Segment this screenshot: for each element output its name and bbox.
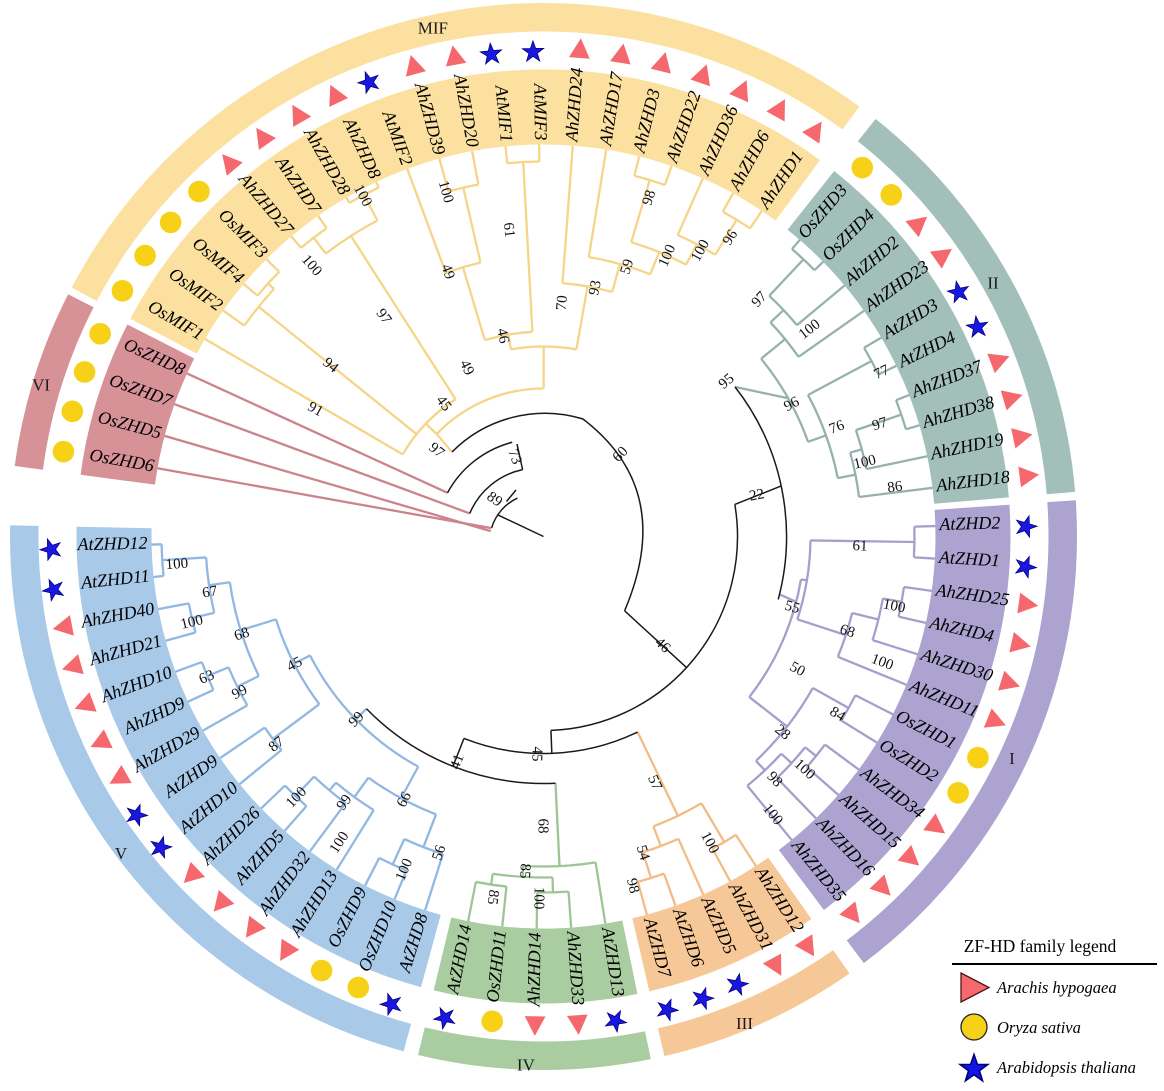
- svg-text:61: 61: [500, 222, 518, 239]
- svg-text:AtZHD2: AtZHD2: [938, 512, 1001, 534]
- svg-text:AtZHD12: AtZHD12: [76, 533, 147, 554]
- svg-text:Arachis hypogaea: Arachis hypogaea: [996, 978, 1117, 997]
- svg-text:AhZHD14: AhZHD14: [523, 932, 544, 1007]
- svg-text:85: 85: [484, 889, 502, 906]
- svg-text:III: III: [736, 1014, 753, 1033]
- svg-text:AtZHD1: AtZHD1: [937, 547, 1000, 570]
- svg-text:22: 22: [748, 486, 766, 505]
- svg-text:86: 86: [886, 478, 904, 496]
- svg-text:II: II: [987, 274, 999, 293]
- svg-text:MIF: MIF: [418, 18, 448, 37]
- svg-text:ZF-HD family legend: ZF-HD family legend: [964, 936, 1117, 956]
- svg-text:45: 45: [528, 746, 545, 762]
- svg-text:100: 100: [530, 887, 546, 910]
- svg-text:AtMIF3: AtMIF3: [530, 82, 551, 140]
- svg-text:85: 85: [516, 863, 533, 879]
- svg-text:100: 100: [165, 556, 189, 574]
- svg-text:70: 70: [554, 295, 571, 311]
- svg-text:VI: VI: [32, 376, 50, 395]
- svg-text:Arabidopsis thaliana: Arabidopsis thaliana: [996, 1058, 1136, 1077]
- svg-text:68: 68: [535, 818, 551, 833]
- svg-text:V: V: [115, 844, 128, 863]
- svg-text:I: I: [1009, 749, 1015, 768]
- svg-text:61: 61: [852, 538, 868, 554]
- svg-text:Oryza sativa: Oryza sativa: [997, 1018, 1081, 1037]
- svg-text:IV: IV: [517, 1056, 536, 1075]
